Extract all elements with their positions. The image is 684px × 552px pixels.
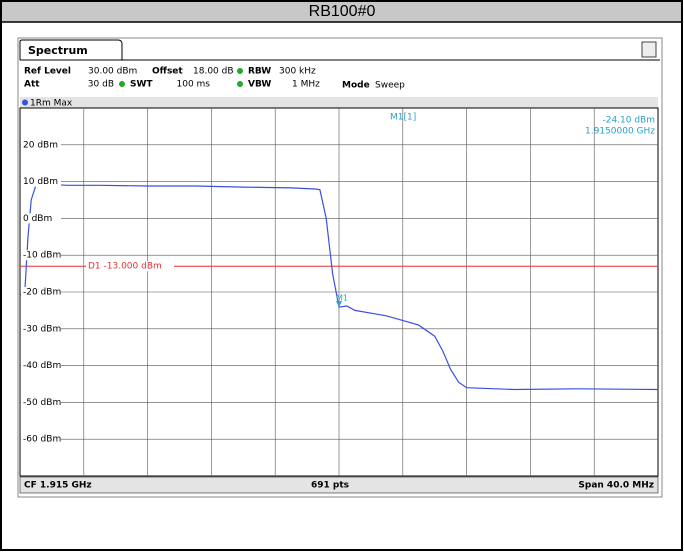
marker-freq: 1.9150000 GHz bbox=[585, 127, 655, 137]
y-tick-label: -30 dBm bbox=[23, 324, 61, 334]
header-bar bbox=[2, 2, 681, 22]
setting-value: 300 kHz bbox=[279, 67, 316, 77]
setting-label: Ref Level bbox=[24, 67, 71, 77]
plot: 20 dBm 10 dBm 0 dBm -10 dBm -20 dBm -30 dBm -4… bbox=[19, 107, 659, 477]
marker-tag: M1 bbox=[336, 294, 348, 303]
setting-value: Sweep bbox=[375, 81, 405, 91]
menu-icon[interactable] bbox=[641, 41, 657, 58]
tick-bg bbox=[21, 176, 61, 187]
trace-label: 1Rm Max bbox=[30, 99, 73, 109]
tick-bg bbox=[21, 434, 61, 445]
setting-value: 1 MHz bbox=[292, 80, 320, 90]
trace-bar bbox=[20, 97, 658, 108]
setting-label: RBW bbox=[248, 67, 271, 77]
tick-bg bbox=[21, 250, 61, 261]
status-dot bbox=[237, 81, 243, 87]
tick-bg bbox=[21, 360, 61, 371]
tick-bg bbox=[21, 287, 61, 297]
setting-label: VBW bbox=[248, 80, 271, 90]
y-tick-label: -20 dBm bbox=[23, 288, 61, 298]
setting-value: 30 dB bbox=[88, 80, 114, 90]
setting-label: Offset bbox=[152, 67, 183, 77]
y-tick-label: -10 dBm bbox=[23, 251, 61, 261]
header-title: RB100#0 bbox=[309, 3, 376, 20]
y-tick-label: -40 dBm bbox=[23, 361, 61, 371]
tick-bg bbox=[21, 397, 61, 408]
setting-value: 100 ms bbox=[177, 80, 211, 90]
setting-label: Att bbox=[24, 80, 40, 90]
tab-label[interactable]: Spectrum bbox=[28, 44, 88, 57]
tick-bg bbox=[21, 323, 61, 334]
status-dot bbox=[119, 81, 125, 87]
footer-bar bbox=[19, 476, 659, 494]
setting-label: Mode bbox=[342, 81, 370, 91]
tick-bg bbox=[21, 213, 61, 224]
dl-bg bbox=[86, 261, 174, 272]
y-tick-label: 0 dBm bbox=[23, 214, 52, 224]
footer-cf: CF 1.915 GHz bbox=[24, 481, 92, 491]
tick-bg bbox=[21, 139, 61, 150]
setting-value: 18.00 dB bbox=[193, 67, 234, 77]
marker-name: M1[1] bbox=[390, 113, 416, 123]
y-tick-label: -50 dBm bbox=[23, 398, 61, 408]
display-line-label: D1 -13.000 dBm bbox=[88, 262, 162, 272]
marker bbox=[336, 301, 342, 308]
setting-value: 30.00 dBm bbox=[88, 67, 137, 77]
tab-outline bbox=[19, 39, 123, 60]
y-tick-label: 10 dBm bbox=[23, 177, 58, 187]
trace-dot bbox=[22, 99, 28, 106]
footer-span: Span 40.0 MHz bbox=[578, 481, 654, 491]
footer-pts: 691 pts bbox=[311, 481, 349, 491]
status-dot bbox=[237, 68, 243, 74]
y-tick-label: 20 dBm bbox=[23, 140, 58, 150]
marker-level: -24.10 dBm bbox=[602, 116, 655, 126]
y-tick-label: -60 dBm bbox=[23, 435, 61, 445]
setting-label: SWT bbox=[130, 80, 153, 90]
